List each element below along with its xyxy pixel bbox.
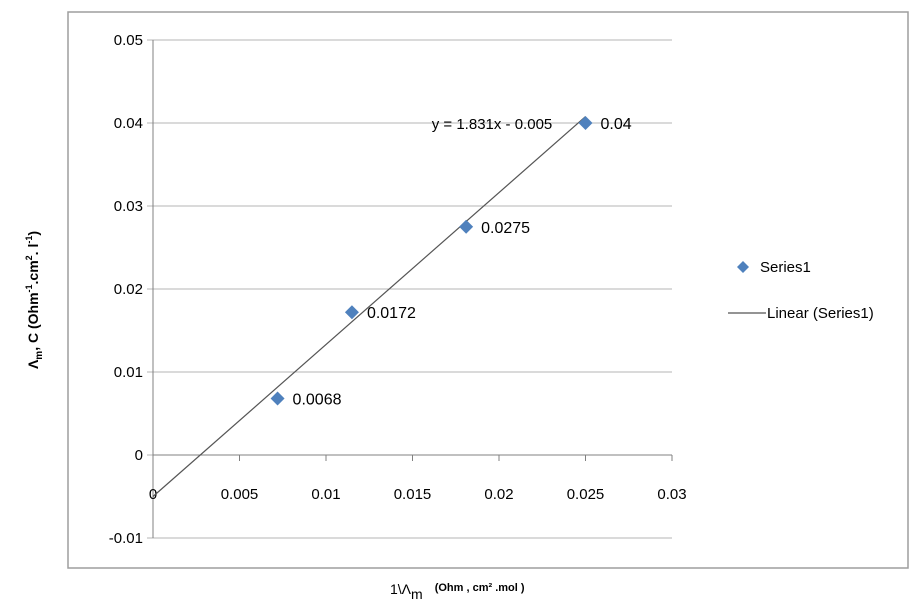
data-labels: 0.0068 0.0172 0.0275 0.04 — [293, 116, 632, 409]
y-axis-tick-labels: 0.05 0.04 0.03 0.02 0.01 0 -0.01 — [109, 32, 143, 547]
legend-marker-series1 — [737, 261, 749, 273]
trendline-linear-series1 — [152, 116, 586, 497]
data-label: 0.04 — [601, 116, 632, 133]
y-tick-label: 0 — [135, 447, 143, 464]
x-axis-label: 1\Λm (Ohm , cm² .mol ) — [390, 581, 525, 602]
x-axis — [152, 40, 673, 538]
series1-points — [270, 116, 593, 406]
x-tick-label: 0.005 — [221, 486, 259, 503]
y-tick-label: 0.01 — [114, 364, 143, 381]
x-axis-tick-labels: 0 0.005 0.01 0.015 0.02 0.025 0.03 — [149, 486, 687, 503]
trendline — [152, 116, 586, 497]
y-axis-label: Λm, C (Ohm-1.cm2. l-1) — [24, 231, 45, 369]
data-point — [578, 116, 593, 130]
x-tick-label: 0.03 — [657, 486, 686, 503]
data-label: 0.0172 — [367, 305, 416, 322]
x-tick-label: 0.025 — [567, 486, 605, 503]
x-tick-label: 0 — [149, 486, 157, 503]
data-point — [459, 219, 474, 234]
legend: Series1 Linear (Series1) — [728, 259, 874, 322]
y-tick-label: 0.05 — [114, 32, 143, 49]
trendline-equation: y = 1.831x - 0.005 — [432, 116, 553, 133]
data-label: 0.0275 — [481, 220, 530, 237]
data-point — [344, 305, 359, 320]
y-tick-label: 0.04 — [114, 115, 143, 132]
y-tick-label: 0.02 — [114, 281, 143, 298]
data-label: 0.0068 — [293, 392, 342, 409]
x-tick-label: 0.015 — [394, 486, 432, 503]
y-tick-label: 0.03 — [114, 198, 143, 215]
chart-area-border — [67, 11, 909, 569]
x-tick-label: 0.01 — [311, 486, 340, 503]
x-tick-label: 0.02 — [484, 486, 513, 503]
y-tick-label: -0.01 — [109, 530, 143, 547]
data-point — [270, 391, 285, 406]
legend-label-series1: Series1 — [760, 259, 811, 276]
legend-label-linear: Linear (Series1) — [767, 305, 874, 322]
